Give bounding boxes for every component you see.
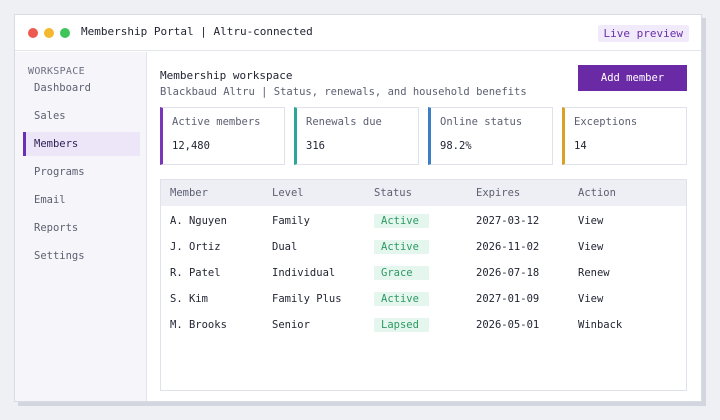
column-header-expires[interactable]: Expires [476,187,521,199]
member-level: Family [272,215,310,227]
sidebar-item-programs[interactable]: Programs [34,166,85,178]
main-content: Membership workspace Blackbaud Altru | S… [160,65,687,391]
expires-date: 2027-03-12 [476,215,540,227]
live-preview-badge: Live preview [597,25,689,42]
column-header-member[interactable]: Member [170,187,208,199]
status-badge: Grace [374,266,429,280]
row-action-link[interactable]: Winback [578,319,623,331]
table-row[interactable]: S. Kim Family Plus Active 2027-01-09 Vie… [161,286,686,312]
sidebar: WORKSPACE Dashboard Sales Members Progra… [15,52,147,401]
sidebar-nav: Dashboard Sales Members Programs Email R… [23,76,140,272]
sidebar-item-dashboard[interactable]: Dashboard [34,82,91,94]
member-level: Family Plus [272,293,342,305]
stat-label: Renewals due [306,116,382,128]
stat-value: 12,480 [172,140,210,152]
stat-card-renewals-due: Renewals due 316 [294,107,419,165]
sidebar-item-sales[interactable]: Sales [34,110,66,122]
stat-card-exceptions: Exceptions 14 [562,107,687,165]
sidebar-item-email[interactable]: Email [34,194,66,206]
close-window-button[interactable] [28,28,38,38]
status-badge: Lapsed [374,318,429,332]
sidebar-section-label: WORKSPACE [28,66,85,77]
member-level: Dual [272,241,298,253]
table-header: Member Level Status Expires Action [161,180,686,206]
stat-value: 98.2% [440,140,472,152]
minimize-window-button[interactable] [44,28,54,38]
table-row[interactable]: M. Brooks Senior Lapsed 2026-05-01 Winba… [161,312,686,338]
page-subtitle: Blackbaud Altru | Status, renewals, and … [160,86,527,98]
stat-label: Exceptions [574,116,638,128]
row-action-link[interactable]: Renew [578,267,610,279]
app-window: Membership Portal | Altru-connected Live… [14,14,702,402]
status-badge: Active [374,240,429,254]
sidebar-item-settings[interactable]: Settings [34,250,85,262]
column-header-level[interactable]: Level [272,187,304,199]
sidebar-item-reports[interactable]: Reports [34,222,79,234]
column-header-status[interactable]: Status [374,187,412,199]
member-level: Individual [272,267,336,279]
member-name: R. Patel [170,267,221,279]
expires-date: 2026-05-01 [476,319,540,331]
row-action-link[interactable]: View [578,293,604,305]
app-title: Membership Portal | Altru-connected [81,25,313,38]
member-name: S. Kim [170,293,208,305]
member-name: J. Ortiz [170,241,221,253]
member-level: Senior [272,319,310,331]
member-name: A. Nguyen [170,215,227,227]
table-row[interactable]: R. Patel Individual Grace 2026-07-18 Ren… [161,260,686,286]
stat-label: Active members [172,116,261,128]
page-title: Membership workspace [160,69,293,82]
members-table: Member Level Status Expires Action A. Ng… [160,179,687,391]
expires-date: 2026-07-18 [476,267,540,279]
row-action-link[interactable]: View [578,241,604,253]
expires-date: 2027-01-09 [476,293,540,305]
stat-card-online-status: Online status 98.2% [428,107,553,165]
stat-label: Online status [440,116,523,128]
add-member-button[interactable]: Add member [578,65,687,91]
sidebar-item-members[interactable]: Members [23,132,140,156]
expires-date: 2026-11-02 [476,241,540,253]
maximize-window-button[interactable] [60,28,70,38]
status-badge: Active [374,214,429,228]
stat-value: 14 [574,140,587,152]
column-header-action[interactable]: Action [578,187,616,199]
stat-card-active-members: Active members 12,480 [160,107,285,165]
member-name: M. Brooks [170,319,227,331]
stats-row: Active members 12,480 Renewals due 316 O… [160,107,687,165]
status-badge: Active [374,292,429,306]
title-bar: Membership Portal | Altru-connected Live… [15,15,701,51]
row-action-link[interactable]: View [578,215,604,227]
table-row[interactable]: J. Ortiz Dual Active 2026-11-02 View [161,234,686,260]
stat-value: 316 [306,140,325,152]
table-row[interactable]: A. Nguyen Family Active 2027-03-12 View [161,208,686,234]
